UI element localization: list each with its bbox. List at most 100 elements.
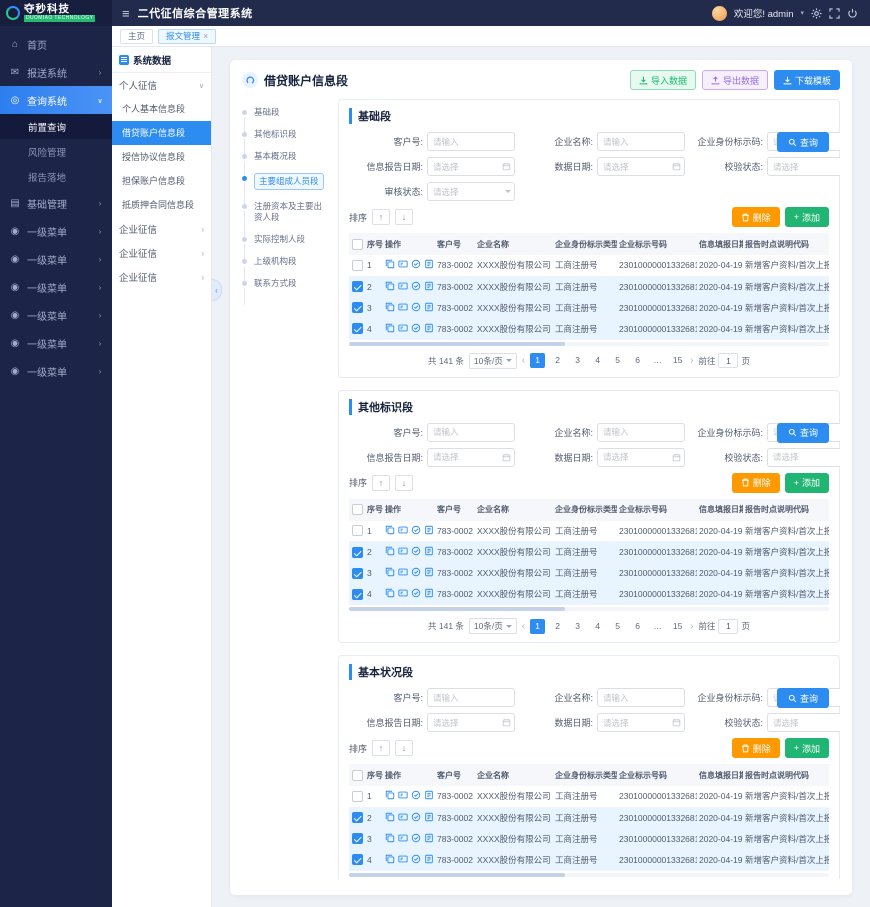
anchor-item[interactable]: 其他标识段 [242,129,328,157]
column-header[interactable]: 报告时点说明代码 [743,764,829,786]
page-number-button[interactable]: 6 [635,620,640,631]
sort-asc-button[interactable]: ↑ [372,740,391,756]
anchor-item[interactable]: 主要组成人员段 [242,173,328,207]
page-size-select[interactable]: 10条/页 [468,618,517,634]
column-header[interactable]: 报告时点说明代码 [743,233,829,255]
page-number-button[interactable]: 3 [575,355,580,365]
page-number-button[interactable]: 4 [595,355,600,365]
page-number-button[interactable]: … [653,355,662,365]
form-list-icon[interactable] [424,790,434,800]
detail-card-icon[interactable] [398,812,408,822]
copy-icon[interactable] [385,302,395,312]
check-circle-icon[interactable] [411,323,421,333]
filter-input[interactable] [597,688,685,707]
next-page-button[interactable]: › [690,355,694,366]
filter-input[interactable] [767,157,840,176]
detail-card-icon[interactable] [398,302,408,312]
close-icon[interactable]: × [203,31,209,41]
column-header[interactable]: 企业名称 [475,764,553,786]
column-header[interactable]: 企业标示号码 [617,498,697,521]
column-header[interactable]: 企业身份标示类型 [553,498,617,521]
sidebar-item[interactable]: 一级菜单 [0,273,112,301]
column-header[interactable]: 企业名称 [475,498,553,521]
prev-page-button[interactable]: ‹ [521,355,526,366]
chevron-down-icon[interactable]: ▾ [800,10,804,17]
column-header[interactable]: 序号 [365,233,383,255]
check-circle-icon[interactable] [411,854,421,864]
row-checkbox[interactable] [351,281,363,293]
menu-toggle-icon[interactable]: ≡ [122,5,130,21]
sidebar-item[interactable]: 基础管理 [0,189,112,217]
sidebar-item[interactable]: 一级菜单 [0,301,112,329]
copy-icon[interactable] [385,833,395,843]
delete-button[interactable]: 删除 [731,738,780,758]
check-circle-icon[interactable] [411,790,421,800]
column-header[interactable]: 操作 [383,764,435,786]
form-list-icon[interactable] [424,833,434,843]
filter-input[interactable] [767,447,840,467]
filter-input[interactable] [597,157,685,176]
column-header[interactable]: 序号 [365,498,383,521]
column-header[interactable]: 信息填报日期 [697,764,743,786]
page-number-button[interactable]: 1 [530,618,546,634]
add-button[interactable]: + 添加 [784,207,829,227]
form-list-icon[interactable] [424,302,434,312]
horizontal-scrollbar[interactable] [349,607,829,611]
row-checkbox[interactable] [351,323,363,335]
tree-group[interactable]: 个人征信 [112,73,211,97]
detail-card-icon[interactable] [398,281,408,291]
column-header[interactable]: 客户号 [435,498,475,521]
row-checkbox[interactable] [351,259,363,271]
sidebar-item[interactable]: 一级菜单 [0,329,112,357]
select-all-checkbox[interactable] [351,504,363,515]
page-number-button[interactable]: 3 [575,620,580,631]
table-row[interactable]: 1 [349,520,829,542]
row-checkbox[interactable] [351,812,363,824]
page-number-button[interactable]: 6 [635,355,640,365]
check-circle-icon[interactable] [411,525,421,535]
copy-icon[interactable] [385,259,395,269]
detail-card-icon[interactable] [398,525,408,535]
page-number-button[interactable]: 15 [672,355,683,365]
anchor-item[interactable]: 联系方式段 [242,278,328,306]
table-row[interactable]: 4 [349,849,829,871]
page-number-button[interactable]: 15 [672,620,683,631]
page-number-button[interactable]: 2 [555,355,560,365]
table-row[interactable]: 2 [349,807,829,829]
filter-input[interactable] [427,422,515,442]
table-row[interactable]: 1 [349,255,829,277]
anchor-item[interactable]: 实际控制人段 [242,234,328,262]
add-button[interactable]: + 添加 [784,472,829,493]
page-number-button[interactable]: 4 [595,620,600,631]
copy-icon[interactable] [385,588,395,598]
column-header[interactable]: 企业标示号码 [617,764,697,786]
form-list-icon[interactable] [424,567,434,577]
anchor-item[interactable]: 上级机构段 [242,256,328,284]
page-number-button[interactable]: 2 [555,620,560,631]
select-all-checkbox[interactable] [351,769,363,781]
next-page-button[interactable]: › [690,620,694,632]
page-size-select[interactable]: 10条/页 [468,352,517,369]
page-tab[interactable]: 主页 × [120,28,154,44]
sort-desc-button[interactable]: ↓ [395,474,414,491]
sidebar-item[interactable]: 一级菜单 [0,217,112,245]
detail-card-icon[interactable] [398,567,408,577]
tree-group[interactable]: 企业征信 [112,265,211,289]
copy-icon[interactable] [385,812,395,822]
form-list-icon[interactable] [424,281,434,291]
sidebar-item[interactable]: 查询系统 [0,86,112,114]
check-circle-icon[interactable] [411,812,421,822]
page-number-button[interactable]: 1 [530,353,546,368]
detail-card-icon[interactable] [398,259,408,269]
horizontal-scrollbar[interactable] [349,341,829,346]
scrollbar-thumb[interactable] [349,872,565,877]
column-header[interactable]: 序号 [365,764,383,786]
copy-icon[interactable] [385,567,395,577]
sort-desc-button[interactable]: ↓ [395,740,414,756]
goto-page-input[interactable] [718,618,739,634]
row-checkbox[interactable] [351,588,363,600]
row-checkbox[interactable] [351,790,363,802]
tree-leaf[interactable]: 担保账户信息段 [112,169,211,193]
copy-icon[interactable] [385,790,395,800]
delete-button[interactable]: 删除 [731,207,780,227]
